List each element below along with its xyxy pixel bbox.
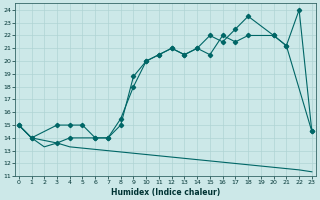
X-axis label: Humidex (Indice chaleur): Humidex (Indice chaleur) [111, 188, 220, 197]
